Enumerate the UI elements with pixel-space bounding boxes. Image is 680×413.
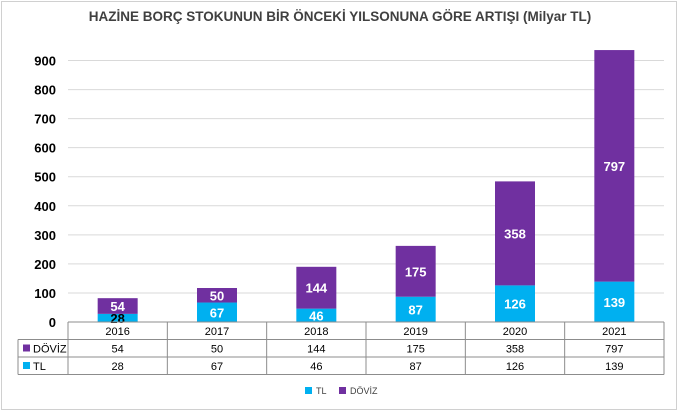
y-tick-label: 0	[49, 315, 56, 330]
y-tick-label: 800	[34, 83, 56, 98]
data-label-doviz: 54	[110, 299, 125, 314]
table-cell: 50	[211, 344, 223, 356]
x-tick-label: 2016	[105, 326, 129, 338]
table-cell: 797	[605, 344, 623, 356]
bar-tl	[594, 281, 635, 322]
table-cell: 139	[605, 361, 623, 373]
bar-doviz	[594, 50, 635, 282]
legend-label-doviz: DÖVİZ	[350, 386, 378, 396]
legend-swatch-doviz	[339, 387, 346, 394]
table-legend-key	[23, 344, 30, 352]
y-tick-label: 600	[34, 141, 56, 156]
bar-doviz	[197, 288, 237, 303]
x-tick-label: 2018	[304, 326, 328, 338]
data-label-tl: 46	[309, 308, 323, 323]
bar-tl	[197, 302, 237, 322]
table-cell: 126	[506, 361, 524, 373]
data-label-doviz: 50	[210, 288, 224, 303]
bar-doviz	[296, 266, 337, 309]
table-cell: 175	[406, 344, 424, 356]
table-cell: 87	[410, 361, 422, 373]
y-tick-label: 700	[34, 112, 56, 127]
bar-tl	[395, 296, 436, 322]
x-tick-label: 2019	[403, 326, 427, 338]
bar-tl	[495, 285, 535, 322]
chart-title: HAZİNE BORÇ STOKUNUN BİR ÖNCEKİ YILSONUN…	[88, 9, 592, 24]
y-tick-label: 100	[34, 286, 56, 301]
data-label-tl: 139	[603, 295, 625, 310]
y-tick-label: 900	[34, 54, 56, 69]
bar-doviz	[97, 298, 138, 314]
data-label-doviz: 358	[504, 226, 526, 241]
bar-tl	[296, 308, 337, 322]
table-row-label: TL	[33, 361, 46, 373]
legend-swatch-tl	[305, 387, 312, 394]
table-cell: 54	[112, 344, 124, 356]
table-row-label: DÖVİZ	[33, 343, 67, 356]
legend-label-tl: TL	[316, 386, 327, 396]
x-tick-label: 2020	[503, 326, 527, 338]
y-tick-label: 400	[34, 199, 56, 214]
y-tick-label: 200	[34, 257, 56, 272]
data-label-tl: 67	[210, 305, 224, 320]
data-label-doviz: 797	[603, 159, 625, 174]
table-cell: 144	[307, 344, 325, 356]
table-legend-key	[23, 362, 30, 369]
data-label-tl: 87	[408, 302, 422, 317]
bar-doviz	[395, 245, 436, 297]
table-cell: 46	[310, 361, 322, 373]
table-cell: 358	[506, 344, 524, 356]
table-cell: 67	[211, 361, 223, 373]
table-cell: 28	[112, 361, 124, 373]
data-label-doviz: 144	[305, 281, 327, 296]
y-tick-label: 300	[34, 228, 56, 243]
x-tick-label: 2021	[602, 326, 626, 338]
data-label-doviz: 175	[405, 264, 427, 279]
bar-tl	[97, 313, 138, 322]
y-tick-label: 500	[34, 170, 56, 185]
bar-doviz	[495, 181, 535, 286]
x-tick-label: 2017	[205, 326, 229, 338]
data-label-tl: 126	[504, 297, 526, 312]
